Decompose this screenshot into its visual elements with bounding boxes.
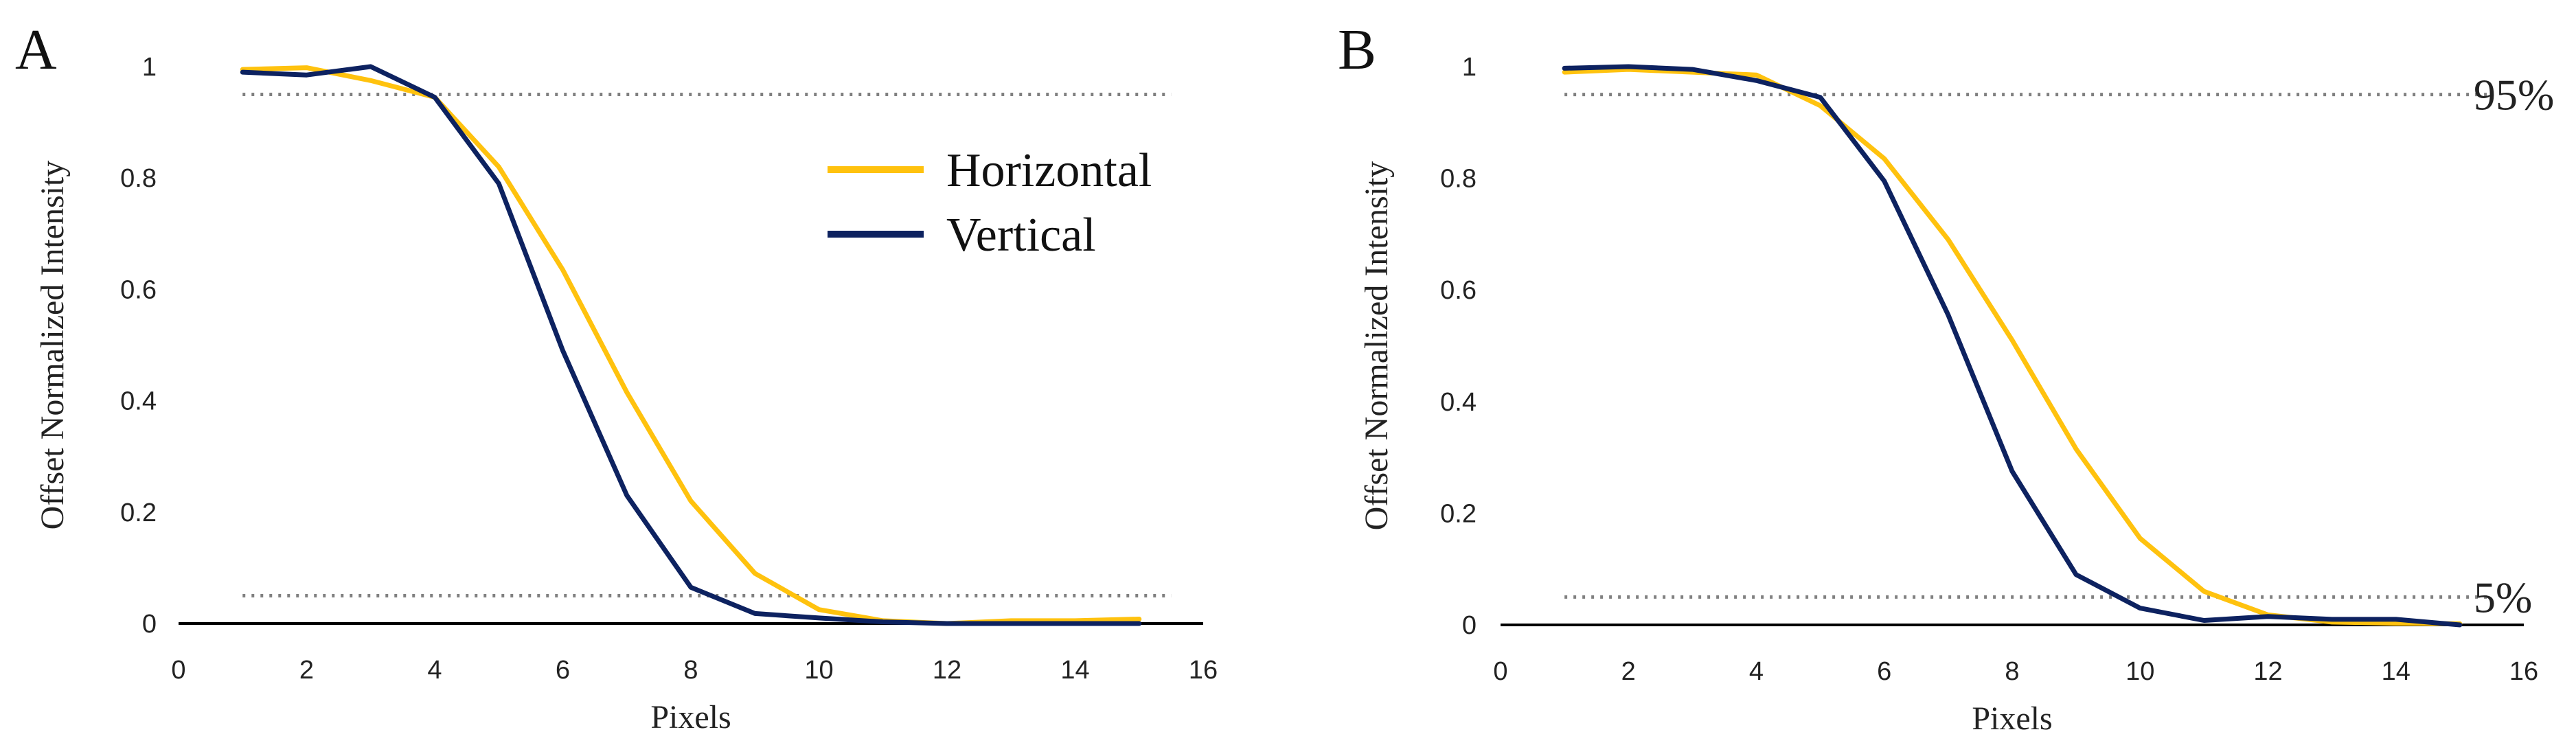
x-tick-label: 14 — [2382, 657, 2410, 686]
x-tick-label: 4 — [427, 656, 442, 685]
x-tick-label: 6 — [556, 656, 570, 685]
x-tick-label: 12 — [933, 656, 961, 685]
y-tick-label: 0.6 — [1440, 276, 1477, 305]
y-tick-label: 0.4 — [1440, 388, 1477, 417]
reference-line-label: 5% — [2474, 573, 2532, 621]
y-tick-label: 0.2 — [120, 499, 157, 527]
y-tick-label: 0.4 — [120, 387, 157, 416]
x-tick-label: 4 — [1749, 657, 1764, 686]
panel-b: B 0 2 4 6 8 10 12 14 16 0 0.2 0.4 0.6 0.8 1 Pixels Offset… — [1338, 18, 2554, 737]
reference-line-label: 95% — [2474, 71, 2554, 119]
x-axis-title: Pixels — [650, 699, 731, 735]
y-tick-label: 0 — [1462, 611, 1477, 640]
x-axis-title: Pixels — [1972, 700, 2052, 737]
legend-label: Vertical — [946, 209, 1096, 262]
x-tick-label: 6 — [1877, 657, 1891, 686]
y-tick-label: 0.8 — [120, 164, 157, 193]
y-axis-title: Offset Normalized Intensity — [1358, 161, 1395, 531]
y-tick-label: 0 — [142, 610, 157, 639]
y-axis-title: Offset Normalized Intensity — [34, 161, 71, 530]
x-tick-label: 14 — [1060, 656, 1089, 685]
x-tick-label: 2 — [1621, 657, 1636, 686]
panel-label: B — [1338, 18, 1376, 82]
x-tick-label: 8 — [683, 656, 698, 685]
series-line-vertical — [1562, 64, 2463, 628]
y-tick-label: 0.6 — [120, 275, 157, 304]
series-line-vertical — [240, 64, 1142, 626]
y-tick-label: 0.2 — [1440, 499, 1477, 528]
x-tick-label: 2 — [299, 656, 314, 685]
x-tick-label: 0 — [171, 656, 185, 685]
y-tick-label: 1 — [142, 53, 157, 82]
x-tick-label: 12 — [2253, 657, 2282, 686]
panel-label: A — [15, 18, 57, 82]
x-tick-label: 0 — [1493, 657, 1507, 686]
x-tick-label: 16 — [2509, 657, 2538, 686]
y-tick-label: 1 — [1462, 53, 1477, 82]
y-tick-label: 0.8 — [1440, 165, 1477, 194]
x-tick-label: 10 — [2125, 657, 2154, 686]
x-tick-label: 16 — [1189, 656, 1218, 685]
series-line-horizontal — [1562, 67, 2463, 626]
x-tick-label: 10 — [804, 656, 833, 685]
legend-label: Horizontal — [946, 144, 1152, 197]
panel-a: A 0 2 4 6 8 10 12 14 16 0 0.2 0.4 0.6 0.8 1 Pixels Offset… — [15, 18, 1218, 735]
x-tick-label: 8 — [2005, 657, 2019, 686]
